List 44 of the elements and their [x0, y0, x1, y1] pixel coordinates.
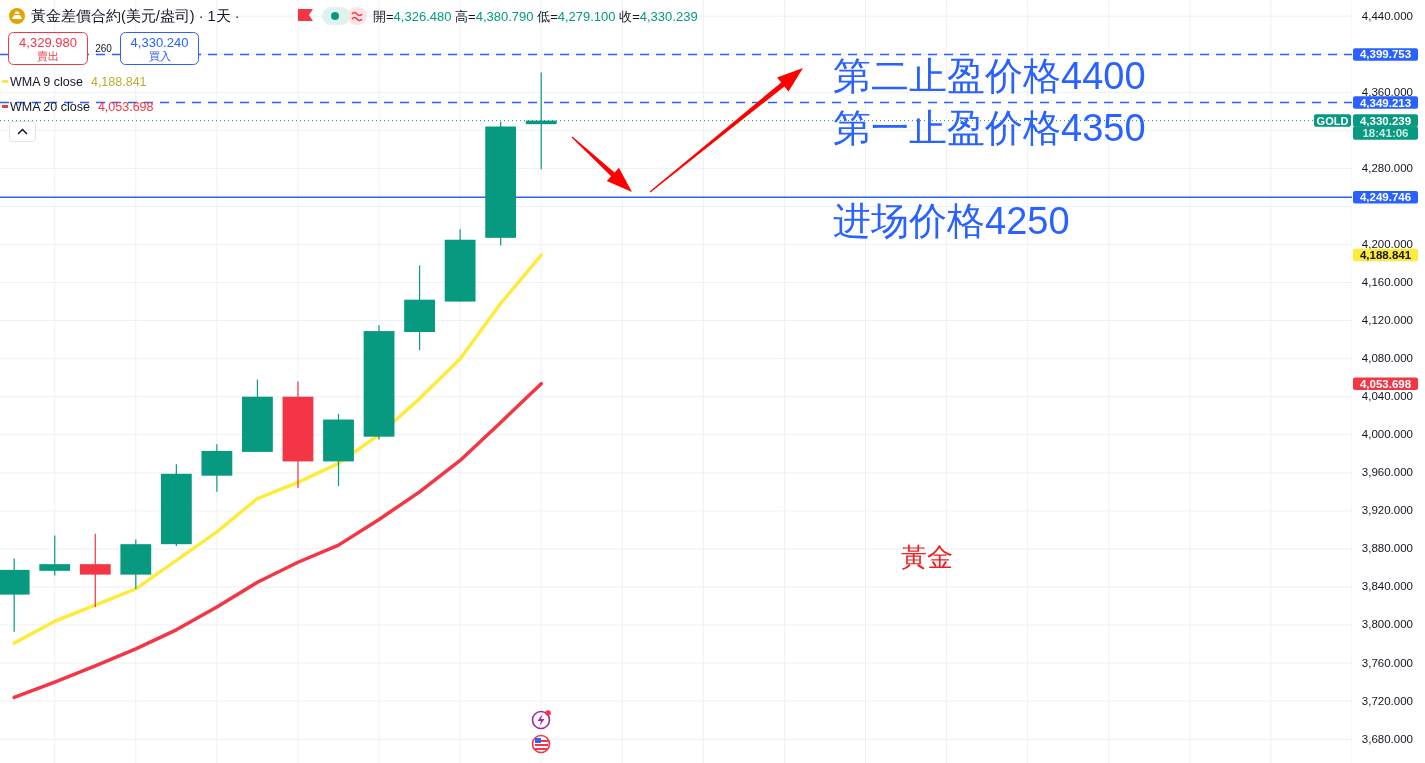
ref-line-label: 4,330.239 — [1359, 114, 1412, 127]
ref-line-label: 4,349.213 — [1359, 96, 1412, 109]
annotation: 賣出 — [37, 50, 59, 62]
text: 開=4,326.480 高=4,380.790 低=4,279.100 收=4,330.239 — [373, 9, 698, 24]
legend-label: WMA 9 close — [10, 75, 83, 89]
annotation: 第一止盈价格4350 — [833, 106, 1146, 149]
text: 4,053.698 — [1359, 377, 1412, 390]
line-series — [12, 381, 543, 700]
ref-line-label: 4,249.746 — [1359, 191, 1412, 204]
y-tick-label: 3,800.000 — [1361, 618, 1413, 631]
ref-line-label: 4,399.753 — [1359, 48, 1412, 61]
y-tick-label: 4,000.000 — [1361, 428, 1413, 441]
candlestick — [79, 533, 111, 608]
y-tick-label: 4,040.000 — [1361, 390, 1413, 403]
annotation: 4,053.698 — [97, 100, 154, 114]
legend-label: WMA 20 close — [10, 100, 90, 114]
y-tick-label: 3,920.000 — [1361, 504, 1413, 517]
text: 18:41:06 — [1362, 127, 1409, 140]
y-tick-label: 3,960.000 — [1361, 466, 1413, 479]
text: 4,188.841 — [1359, 249, 1412, 262]
y-tick-label: 3,680.000 — [1361, 732, 1413, 745]
y-tick-label: 3,880.000 — [1361, 542, 1413, 555]
y-tick-label: 4,120.000 — [1361, 314, 1413, 327]
annotation: 4,329.980 — [19, 35, 77, 50]
y-tick-label: 3,760.000 — [1361, 656, 1413, 669]
text: 黃金差價合約(美元/盎司) · 1天 · — [31, 8, 240, 24]
annotation: 第二止盈价格4400 — [833, 55, 1146, 98]
y-tick-label: 4,360.000 — [1361, 85, 1413, 98]
annotation: 进场价格4250 — [833, 200, 1070, 243]
y-tick-label: 4,280.000 — [1361, 161, 1413, 174]
y-tick-label: 4,440.000 — [1361, 9, 1413, 22]
annotation: 4,188.841 — [90, 75, 147, 89]
y-tick-label: 3,840.000 — [1361, 580, 1413, 593]
y-tick-label: 4,080.000 — [1361, 352, 1413, 365]
y-tick-label: 4,200.000 — [1361, 237, 1413, 250]
candlestick — [39, 535, 71, 577]
annotation: 買入 — [148, 50, 171, 62]
y-tick-label: 3,720.000 — [1361, 694, 1413, 707]
annotation: 黃金 — [901, 542, 953, 572]
line-series — [12, 253, 543, 645]
annotation: GOLD — [1316, 114, 1349, 127]
annotation: 260 — [95, 43, 113, 54]
y-tick-label: 4,160.000 — [1361, 275, 1413, 288]
annotation: 4,330.240 — [130, 35, 189, 50]
